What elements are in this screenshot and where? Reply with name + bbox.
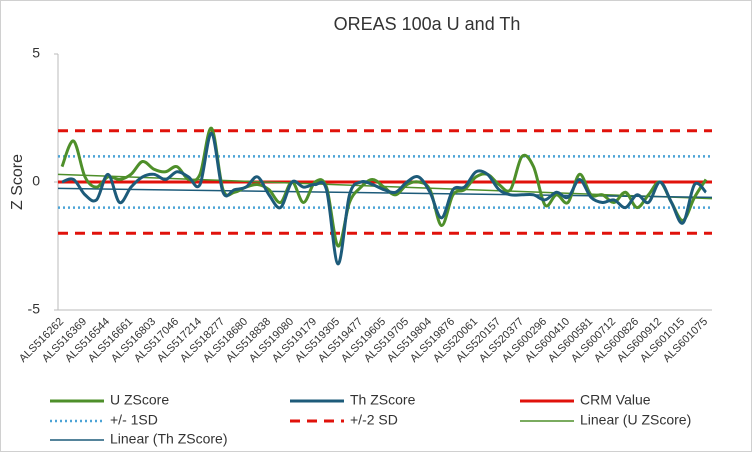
legend-label: CRM Value	[580, 392, 651, 408]
legend-label: +/- 1SD	[110, 412, 158, 428]
legend-label: U ZScore	[110, 392, 169, 408]
series-line	[61, 131, 708, 266]
legend-label: +/-2 SD	[350, 412, 398, 428]
chart-title: OREAS 100a U and Th	[334, 14, 521, 34]
series-line	[60, 126, 708, 248]
y-tick-label: -5	[28, 301, 41, 317]
legend-label: Th ZScore	[350, 392, 416, 408]
legend-label: Linear (Th ZScore)	[110, 431, 227, 447]
y-tick-label: 5	[32, 45, 40, 61]
y-tick-label: 0	[32, 173, 40, 189]
y-axis-label: Z Score	[9, 154, 26, 210]
legend-label: Linear (U ZScore)	[580, 412, 691, 428]
